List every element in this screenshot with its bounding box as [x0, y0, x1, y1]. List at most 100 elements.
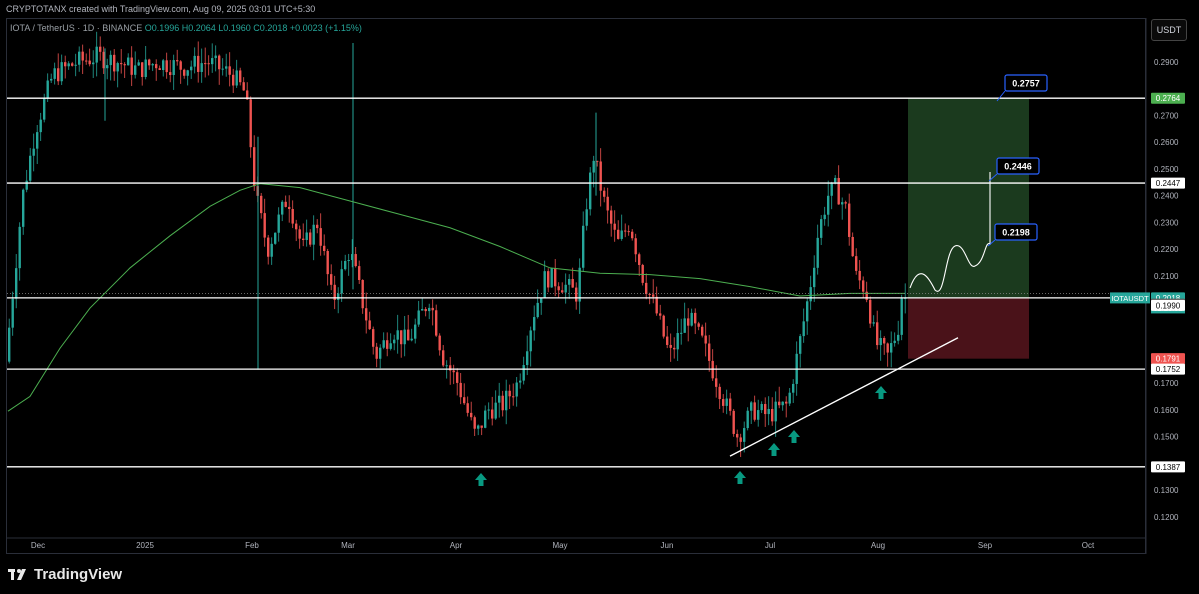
candle — [323, 234, 326, 256]
candle — [365, 292, 368, 334]
candle — [50, 73, 53, 83]
candle — [372, 326, 375, 355]
candle-body — [704, 335, 707, 344]
candle-body — [830, 182, 833, 196]
candle-body — [592, 160, 595, 173]
candle-body — [564, 284, 567, 293]
candle-body — [760, 404, 763, 411]
candle-body — [64, 62, 67, 67]
candle-body — [690, 312, 693, 326]
x-axis-tick-label: Jul — [765, 541, 775, 550]
candle-body — [288, 206, 291, 209]
candle — [81, 44, 84, 75]
candle — [15, 254, 18, 309]
candle — [382, 332, 385, 350]
candle-body — [53, 68, 56, 79]
candle — [634, 233, 637, 263]
price-tag — [1151, 299, 1185, 311]
candle — [750, 401, 753, 424]
symbol-name[interactable]: IOTA / TetherUS · 1D · BINANCE — [10, 23, 143, 33]
candle-body — [130, 57, 133, 75]
candle — [522, 356, 525, 385]
candle-body — [393, 339, 396, 344]
candle-body — [715, 378, 718, 387]
candle — [312, 215, 315, 261]
candle — [351, 239, 354, 268]
target-callout-label: 0.2446 — [1004, 162, 1032, 172]
candle-body — [11, 298, 14, 328]
candle — [806, 298, 809, 335]
candle — [610, 205, 613, 237]
candle-body — [221, 68, 224, 70]
x-axis-tick-label: Aug — [871, 541, 885, 550]
candle-body — [379, 347, 382, 359]
candle — [778, 386, 781, 409]
currency-button[interactable]: USDT — [1151, 19, 1187, 41]
tradingview-logo[interactable]: TradingView — [8, 566, 122, 583]
candle-body — [533, 317, 536, 331]
candle — [557, 282, 560, 298]
candle-body — [550, 268, 553, 288]
candle — [529, 326, 532, 367]
candle-body — [295, 223, 298, 230]
candle-body — [8, 327, 11, 362]
candle — [827, 180, 830, 227]
candle — [148, 58, 151, 70]
candle — [578, 258, 581, 314]
candle — [785, 396, 788, 418]
candle-body — [512, 396, 515, 398]
candle-body — [561, 290, 564, 293]
candle — [249, 96, 252, 158]
candle-body — [344, 261, 347, 270]
candle — [92, 50, 95, 79]
candle — [309, 229, 312, 247]
candle-body — [701, 326, 704, 336]
candle — [680, 318, 683, 345]
candle — [536, 289, 539, 319]
candle — [253, 135, 256, 192]
candle-body — [183, 69, 186, 76]
candle — [627, 225, 630, 236]
candle — [508, 384, 511, 410]
price-tag — [1151, 92, 1185, 104]
support-arrow-icon — [475, 473, 487, 486]
candle — [543, 260, 546, 298]
candle — [599, 148, 602, 207]
candle-body — [624, 230, 627, 232]
candle-body — [337, 293, 340, 300]
candle — [890, 331, 893, 368]
candle — [862, 276, 865, 298]
candle — [897, 320, 900, 345]
candle — [358, 260, 361, 284]
candle-body — [781, 401, 784, 406]
candle-body — [848, 203, 851, 237]
candle-body — [872, 322, 875, 324]
candle — [186, 69, 189, 86]
candle — [501, 390, 504, 417]
y-axis-tick-label: 0.1500 — [1154, 433, 1179, 442]
candle-body — [732, 410, 735, 434]
candle — [228, 52, 231, 87]
candle-body — [725, 398, 728, 406]
candle-body — [456, 372, 459, 383]
candle-body — [43, 98, 46, 120]
x-axis-tick-label: Dec — [31, 541, 45, 550]
candle-body — [543, 271, 546, 298]
candle-body — [764, 404, 767, 415]
candle-body — [39, 119, 42, 133]
rising-trendline — [729, 337, 959, 457]
candle — [694, 308, 697, 335]
candle — [666, 326, 669, 349]
candle — [221, 58, 224, 76]
candle — [242, 77, 245, 91]
candle-body — [155, 64, 158, 69]
candle-body — [134, 65, 137, 75]
candle — [592, 155, 595, 188]
level-tag-label: 0.1387 — [1156, 463, 1181, 472]
y-axis-tick-label: 0.1700 — [1154, 379, 1179, 388]
candle-body — [680, 332, 683, 334]
candle-body — [32, 148, 35, 156]
candle — [396, 314, 399, 354]
candle — [613, 210, 616, 242]
